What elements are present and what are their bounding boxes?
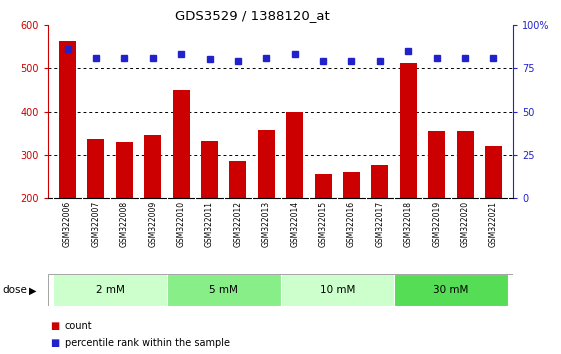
Text: ■: ■ xyxy=(50,321,59,331)
Text: GSM322019: GSM322019 xyxy=(432,200,441,247)
Text: GSM322016: GSM322016 xyxy=(347,200,356,247)
Bar xyxy=(400,63,417,198)
Text: GSM322010: GSM322010 xyxy=(177,200,186,247)
Text: GSM322012: GSM322012 xyxy=(233,200,242,246)
Text: 2 mM: 2 mM xyxy=(96,285,125,295)
Text: dose: dose xyxy=(3,285,27,295)
Bar xyxy=(315,173,332,198)
Text: GDS3529 / 1388120_at: GDS3529 / 1388120_at xyxy=(175,9,330,22)
Bar xyxy=(88,139,104,198)
Text: ▶: ▶ xyxy=(29,285,36,295)
Bar xyxy=(53,274,167,306)
Bar xyxy=(59,41,76,198)
Bar xyxy=(457,131,473,198)
Bar xyxy=(144,135,161,198)
Bar xyxy=(258,130,275,198)
Text: GSM322009: GSM322009 xyxy=(148,200,157,247)
Text: GSM322011: GSM322011 xyxy=(205,200,214,246)
Bar xyxy=(394,274,508,306)
Text: count: count xyxy=(65,321,92,331)
Text: GSM322006: GSM322006 xyxy=(63,200,72,247)
Text: GSM322021: GSM322021 xyxy=(489,200,498,246)
Bar xyxy=(229,161,246,198)
Text: GSM322020: GSM322020 xyxy=(461,200,470,247)
Bar xyxy=(167,274,280,306)
Text: 10 mM: 10 mM xyxy=(320,285,355,295)
Text: GSM322007: GSM322007 xyxy=(91,200,100,247)
Bar xyxy=(201,141,218,198)
Text: GSM322014: GSM322014 xyxy=(290,200,299,247)
Text: 5 mM: 5 mM xyxy=(209,285,238,295)
Text: GSM322013: GSM322013 xyxy=(262,200,271,247)
Bar xyxy=(286,112,303,198)
Bar xyxy=(343,172,360,198)
Bar xyxy=(280,274,394,306)
Bar xyxy=(371,165,388,198)
Bar xyxy=(116,142,133,198)
Text: ■: ■ xyxy=(50,338,59,348)
Bar xyxy=(173,90,190,198)
Bar xyxy=(428,131,445,198)
Text: GSM322018: GSM322018 xyxy=(404,200,413,246)
Text: percentile rank within the sample: percentile rank within the sample xyxy=(65,338,229,348)
Text: GSM322017: GSM322017 xyxy=(375,200,384,247)
Text: GSM322015: GSM322015 xyxy=(319,200,328,247)
Text: 30 mM: 30 mM xyxy=(433,285,468,295)
Text: GSM322008: GSM322008 xyxy=(120,200,129,247)
Bar xyxy=(485,146,502,198)
